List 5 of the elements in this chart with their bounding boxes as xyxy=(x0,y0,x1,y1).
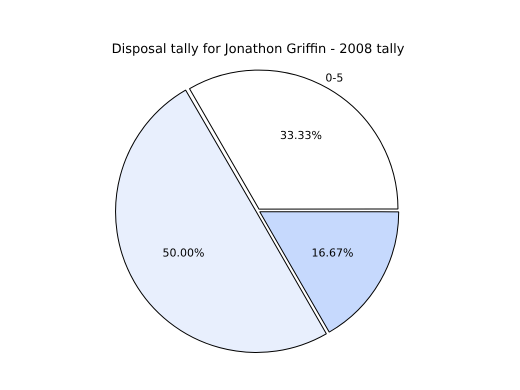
slice-label: 0-5 xyxy=(325,71,344,84)
chart-title: Disposal tally for Jonathon Griffin - 2008 tally xyxy=(112,42,405,58)
data-label: 50.00% xyxy=(162,246,205,260)
data-label: 33.33% xyxy=(280,129,322,142)
data-label: 16.67% xyxy=(312,246,354,260)
